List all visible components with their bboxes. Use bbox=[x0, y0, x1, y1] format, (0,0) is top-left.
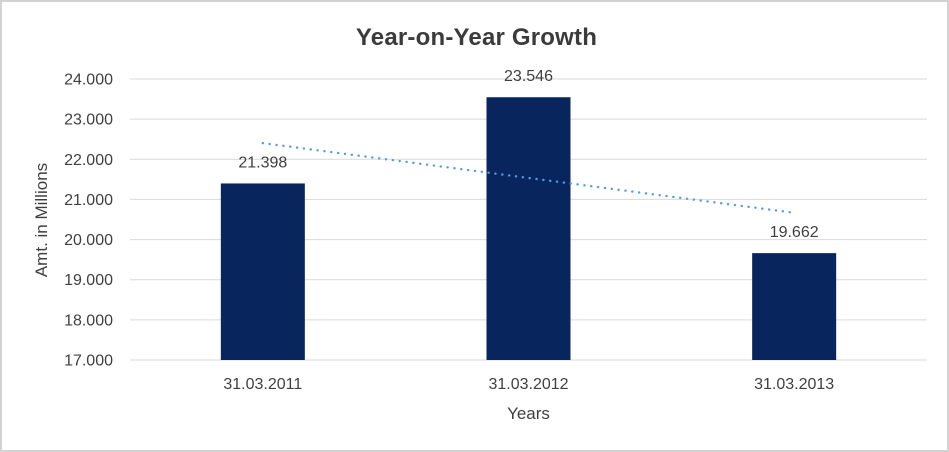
bar-value-label: 21.398 bbox=[238, 154, 287, 171]
y-tick-label: 20.000 bbox=[64, 232, 113, 249]
y-tick-label: 22.000 bbox=[64, 152, 113, 169]
trendline bbox=[261, 141, 796, 214]
bar bbox=[220, 183, 305, 360]
y-tick-label: 17.000 bbox=[64, 353, 113, 370]
bar bbox=[752, 253, 837, 360]
y-tick-label: 19.000 bbox=[64, 272, 113, 289]
chart-title: Year-on-Year Growth bbox=[355, 24, 598, 51]
x-tick-label: 31.03.2011 bbox=[223, 376, 302, 393]
y-tick-label: 18.000 bbox=[64, 312, 113, 329]
y-tick-label: 23.000 bbox=[64, 112, 113, 129]
y-tick-label: 24.000 bbox=[64, 72, 113, 89]
x-tick-label: 31.03.2012 bbox=[488, 376, 568, 393]
bar-value-label: 19.662 bbox=[770, 224, 819, 241]
x-tick-label: 31.03.2013 bbox=[754, 376, 834, 393]
x-axis-title: Years bbox=[507, 404, 550, 423]
y-tick-label: 21.000 bbox=[64, 192, 113, 209]
bar bbox=[486, 97, 571, 360]
bar-value-label: 23.546 bbox=[504, 68, 553, 85]
